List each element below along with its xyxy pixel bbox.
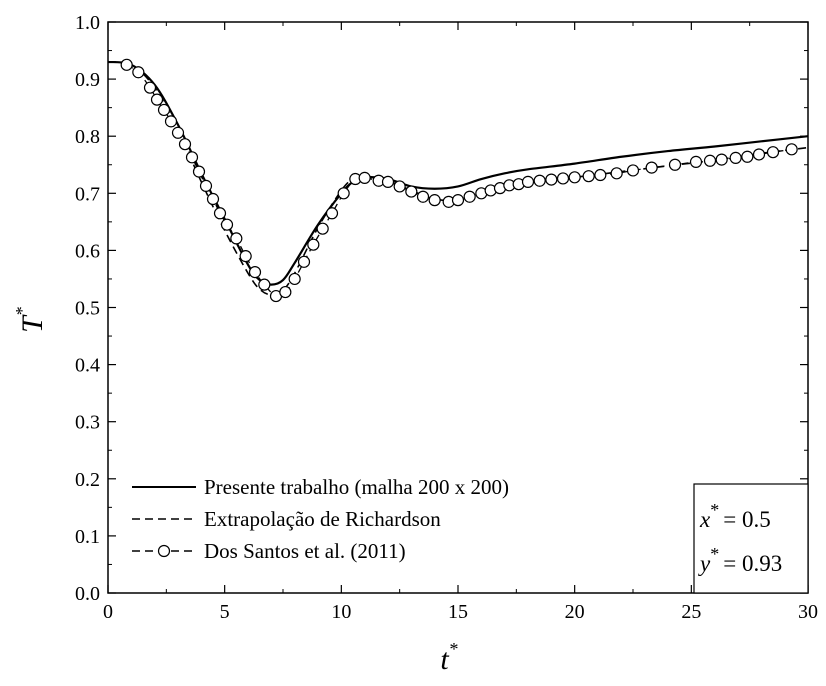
data-point-dos-santos [164, 115, 178, 128]
data-point-dos-santos [645, 161, 658, 174]
y-tick-label: 0.3 [75, 412, 100, 434]
data-point-dos-santos [185, 151, 199, 164]
y-tick-label: 0.0 [75, 583, 100, 605]
data-point-dos-santos [297, 255, 311, 268]
x-tick-label: 10 [331, 601, 351, 623]
data-point-dos-santos [220, 218, 234, 231]
data-point-dos-santos [307, 238, 320, 251]
data-point-dos-santos [178, 138, 192, 151]
x-axis-title: t* [440, 639, 457, 676]
y-tick-label: 0.7 [75, 183, 100, 205]
series-line-extrapola-o-de-richardson [107, 61, 809, 296]
data-point-dos-santos [752, 148, 766, 161]
data-point-dos-santos [610, 167, 623, 180]
y-tick-label: 0.6 [75, 240, 100, 262]
axis-ticks: 0 5 10 15 20 25 30 0.0 0.1 0.2 0.3 0.4 0.5 0.6 0.7 0.8 0… [75, 12, 818, 623]
data-point-dos-santos [545, 173, 558, 186]
data-point-dos-santos [258, 278, 271, 291]
series-layer [107, 58, 809, 303]
annotation-y: y* = 0.93 [698, 544, 782, 576]
series-line-dos-santos-et-al-2011 [126, 64, 792, 298]
data-point-dos-santos [288, 272, 301, 286]
data-point-dos-santos [213, 207, 227, 220]
data-point-dos-santos [192, 165, 206, 178]
y-tick-label: 0.5 [75, 298, 100, 320]
data-point-dos-santos [325, 207, 339, 220]
data-point-dos-santos [766, 146, 780, 159]
data-point-dos-santos [358, 171, 371, 184]
y-tick-label: 0.1 [75, 526, 100, 548]
y-tick-label: 0.2 [75, 469, 100, 491]
data-point-dos-santos [785, 143, 798, 156]
data-point-dos-santos [199, 179, 213, 192]
legend-label-presente: Presente trabalho (malha 200 x 200) [204, 475, 509, 499]
x-tick-label: 20 [565, 601, 585, 623]
data-point-dos-santos [171, 126, 185, 139]
y-tick-label: 0.9 [75, 69, 100, 91]
data-point-dos-santos [568, 171, 581, 184]
legend-marker-circle [157, 544, 171, 558]
data-point-dos-santos [533, 174, 546, 187]
legend-label-richardson: Extrapolação de Richardson [204, 507, 441, 531]
data-point-dos-santos [132, 66, 145, 79]
data-point-dos-santos [689, 155, 703, 168]
data-point-dos-santos [703, 154, 717, 167]
data-point-dos-santos [451, 194, 465, 207]
data-point-dos-santos [248, 265, 262, 279]
data-point-dos-santos [337, 187, 350, 200]
annotation-frame [693, 483, 809, 594]
data-point-dos-santos [316, 222, 329, 235]
data-point-dos-santos [556, 172, 570, 185]
y-tick-label: 0.8 [75, 126, 100, 148]
data-point-dos-santos [206, 192, 220, 206]
data-point-dos-santos [668, 158, 682, 171]
data-point-dos-santos [157, 103, 171, 117]
data-point-dos-santos [239, 250, 252, 263]
data-point-dos-santos [428, 194, 441, 207]
data-point-dos-santos [230, 232, 243, 245]
x-tick-label: 30 [798, 601, 818, 623]
data-point-dos-santos [741, 150, 754, 163]
data-point-dos-santos [143, 81, 157, 94]
data-point-dos-santos [405, 185, 418, 198]
legend-label-dos-santos: Dos Santos et al. (2011) [204, 539, 406, 563]
data-point-dos-santos [594, 168, 607, 182]
data-point-dos-santos [582, 170, 595, 183]
annotation-x: x* = 0.5 [699, 500, 771, 532]
x-tick-label: 25 [681, 601, 701, 623]
data-point-dos-santos [150, 93, 164, 106]
x-tick-label: 5 [220, 601, 230, 623]
y-tick-label: 0.4 [75, 355, 100, 377]
data-point-dos-santos [120, 58, 133, 71]
annotation-box: x* = 0.5 y* = 0.93 [693, 483, 809, 594]
data-point-dos-santos [416, 190, 430, 203]
data-point-dos-santos [279, 285, 292, 299]
y-axis-title: T* [12, 307, 49, 333]
x-tick-label: 0 [103, 601, 113, 623]
data-point-dos-santos [626, 164, 640, 177]
data-point-dos-santos [393, 180, 406, 193]
x-tick-label: 15 [448, 601, 468, 623]
data-point-dos-santos [381, 175, 395, 188]
data-point-dos-santos [521, 175, 535, 188]
data-point-dos-santos [715, 153, 728, 166]
data-point-dos-santos [463, 190, 476, 203]
data-point-dos-santos [729, 151, 742, 164]
series-line-presente-trabalho-malha-200-x-200 [107, 60, 809, 286]
legend: Presente trabalho (malha 200 x 200) Extr… [132, 475, 509, 563]
y-tick-label: 1.0 [75, 12, 100, 34]
